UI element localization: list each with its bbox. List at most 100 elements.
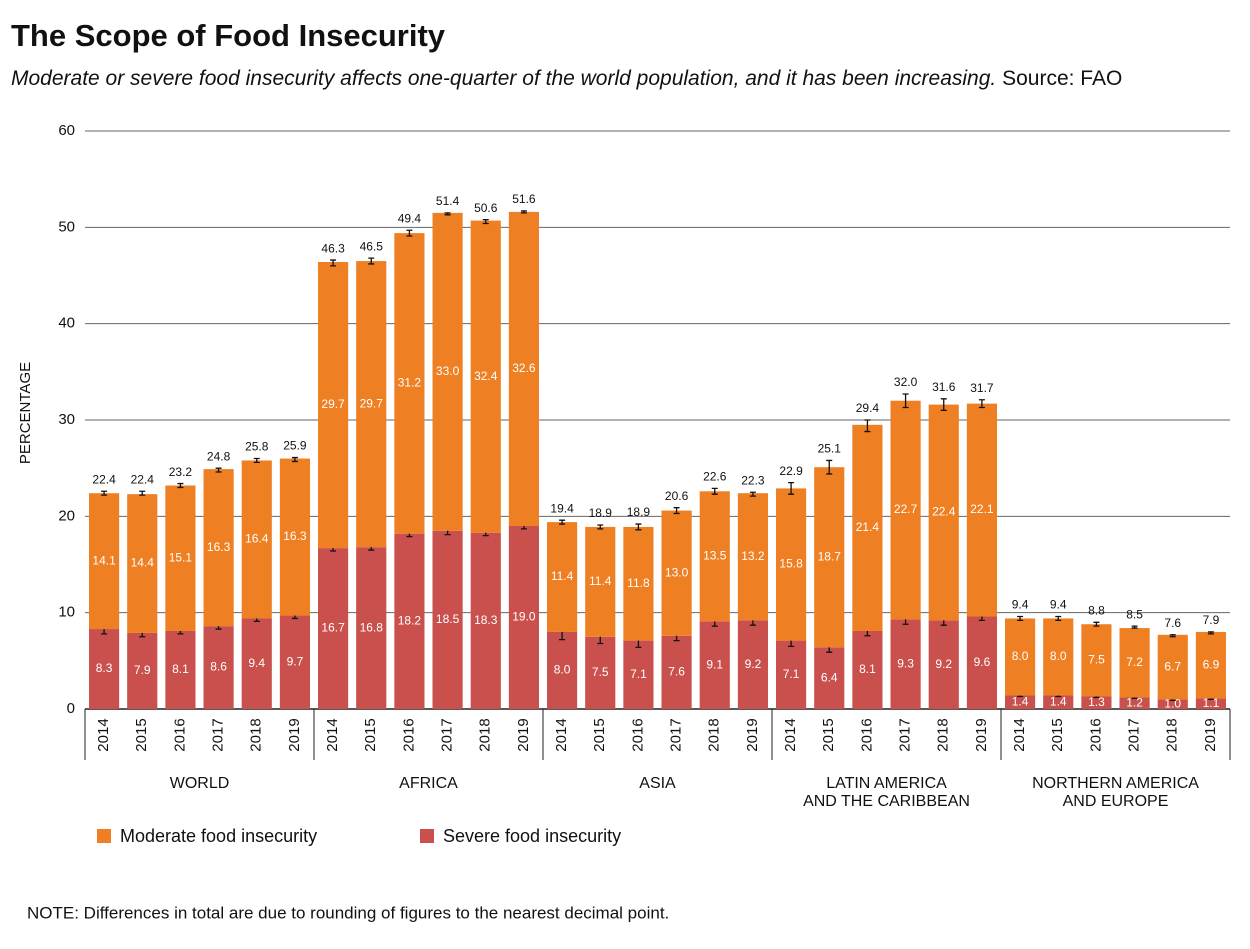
segment-label: 21.4	[856, 520, 880, 534]
total-label: 49.4	[398, 211, 422, 225]
segment-label: 32.6	[512, 361, 536, 375]
segment-label: 8.3	[96, 661, 113, 675]
segment-label: 9.6	[974, 655, 991, 669]
segment-label: 9.7	[287, 654, 304, 668]
total-label: 7.9	[1203, 613, 1220, 627]
bar-segment	[966, 616, 997, 709]
group-label: NORTHERN AMERICA	[1032, 775, 1199, 792]
error-bar	[1131, 625, 1138, 629]
x-tick-label: 2015	[820, 718, 837, 751]
y-tick-label: 40	[58, 315, 75, 332]
x-tick-label: 2017	[1126, 718, 1143, 751]
bar-segment	[852, 630, 883, 709]
bar-segment	[127, 632, 158, 709]
group-label: WORLD	[170, 775, 230, 792]
total-label: 7.6	[1164, 616, 1181, 630]
bar-segment	[1157, 634, 1188, 700]
group-label: ASIA	[639, 775, 676, 792]
error-bar	[864, 419, 871, 433]
segment-label: 7.2	[1126, 655, 1143, 669]
segment-label: 8.0	[1012, 649, 1029, 663]
bar-segment	[699, 621, 730, 709]
error-bar	[444, 212, 451, 216]
x-tick-label: 2017	[439, 718, 456, 751]
segment-label: 7.1	[630, 667, 647, 681]
group-label: LATIN AMERICA	[826, 775, 947, 792]
error-bar	[253, 457, 260, 464]
segment-label: 6.4	[821, 670, 838, 684]
bar-segment	[890, 619, 921, 709]
segment-label: 1.0	[1164, 696, 1181, 710]
segment-label: 16.3	[207, 540, 231, 554]
bar-segment	[394, 233, 425, 534]
x-tick-label: 2015	[362, 718, 379, 751]
subtitle: Moderate or severe food insecurity affec…	[11, 67, 996, 90]
bar-segment	[1043, 618, 1074, 696]
error-bar	[520, 210, 527, 214]
x-tick-label: 2014	[324, 718, 341, 751]
segment-label: 16.8	[360, 620, 384, 634]
segment-label: 7.9	[134, 663, 151, 677]
total-label: 31.7	[970, 381, 994, 395]
segment-label: 7.5	[592, 665, 609, 679]
x-tick-label: 2016	[629, 718, 646, 751]
segment-label: 8.0	[554, 663, 571, 677]
segment-label: 19.0	[512, 610, 536, 624]
group-label: AFRICA	[399, 775, 458, 792]
bar-segment	[318, 262, 349, 549]
segment-label: 9.3	[897, 656, 914, 670]
bar-segment	[547, 522, 578, 632]
error-bar	[1169, 634, 1176, 638]
bar-segment	[1081, 696, 1112, 709]
x-tick-label: 2015	[1049, 718, 1066, 751]
segment-label: 16.7	[321, 621, 345, 635]
total-label: 20.6	[665, 489, 689, 503]
bar-segment	[661, 635, 692, 709]
bar-segment	[776, 488, 807, 641]
segment-label: 11.8	[627, 576, 650, 590]
total-label: 46.3	[321, 241, 345, 255]
bar-segment	[470, 220, 501, 533]
x-tick-label: 2019	[286, 718, 303, 751]
x-tick-label: 2017	[668, 718, 685, 751]
segment-label: 8.6	[210, 660, 227, 674]
x-tick-label: 2019	[973, 718, 990, 751]
segment-label: 8.1	[172, 662, 189, 676]
bar-segment	[928, 620, 959, 709]
segment-label: 14.1	[92, 553, 116, 567]
segment-label: 1.2	[1126, 695, 1143, 709]
error-bar	[635, 523, 642, 531]
segment-label: 1.1	[1203, 696, 1220, 710]
x-tick-label: 2016	[171, 718, 188, 751]
segment-label: 11.4	[551, 569, 574, 583]
segment-label: 22.4	[932, 505, 956, 519]
x-tick-label: 2019	[1202, 718, 1219, 751]
bar-segment	[1043, 695, 1074, 709]
segment-label: 31.2	[398, 376, 422, 390]
total-label: 22.4	[131, 472, 155, 486]
total-label: 8.8	[1088, 603, 1105, 617]
bar-segment	[1119, 628, 1150, 698]
segment-label: 29.7	[321, 397, 345, 411]
bar-segment	[1195, 631, 1226, 699]
segment-label: 1.4	[1012, 694, 1029, 708]
group-label: AND THE CARIBBEAN	[803, 793, 970, 810]
error-bar	[1017, 615, 1024, 622]
bar-segment	[241, 460, 272, 619]
segment-label: 18.2	[398, 614, 422, 628]
bar-segment	[1005, 695, 1036, 709]
segment-label: 13.2	[741, 549, 765, 563]
error-bar	[788, 481, 795, 495]
total-label: 9.4	[1050, 598, 1067, 612]
total-label: 25.8	[245, 440, 269, 454]
bar-segment	[585, 526, 616, 637]
bar-segment	[203, 626, 234, 709]
y-tick-label: 60	[58, 122, 75, 139]
bar-segment	[127, 494, 158, 633]
error-bar	[1207, 631, 1214, 635]
segment-label: 16.4	[245, 532, 269, 546]
bar-segment	[508, 211, 539, 526]
legend-swatch	[420, 829, 434, 843]
note: NOTE: Differences in total are due to ro…	[27, 903, 669, 922]
error-bar	[101, 490, 108, 496]
